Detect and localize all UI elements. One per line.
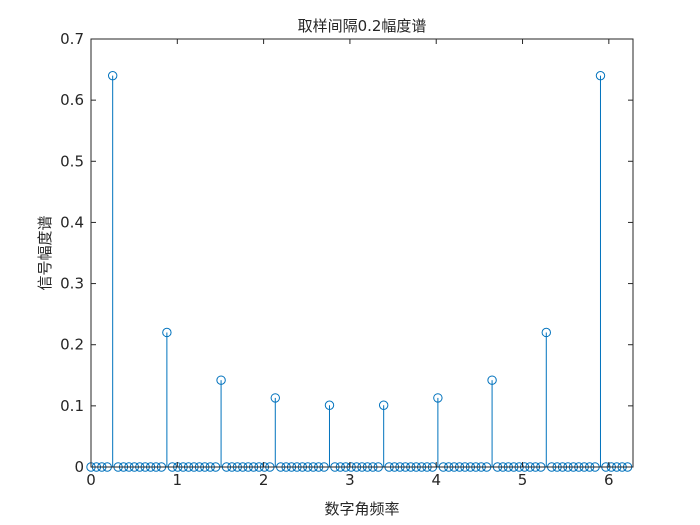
y-tick-label: 0.5 (60, 152, 84, 170)
stem-marker (270, 393, 280, 403)
x-axis-label: 数字角频率 (324, 500, 399, 518)
stem-marker (541, 327, 551, 338)
stem-marker (107, 70, 118, 81)
y-tick-label: 0.3 (60, 275, 84, 293)
axes-box (90, 38, 634, 468)
x-tick-label: 4 (431, 471, 441, 489)
x-tick-label: 5 (518, 471, 528, 489)
stem-marker (216, 375, 226, 385)
stem-marker (324, 400, 335, 410)
y-tick-label: 0.7 (60, 30, 84, 48)
y-axis-label: 信号幅度谱 (36, 215, 54, 290)
x-axis-ticks: 0 1 2 3 4 5 6 (86, 39, 614, 489)
x-tick-label: 2 (259, 471, 269, 489)
x-tick-label: 3 (345, 471, 355, 489)
stem-marker (595, 70, 606, 81)
stem-marker (162, 327, 172, 338)
y-tick-label: 0.6 (60, 91, 84, 109)
x-tick-label: 6 (604, 471, 614, 489)
stem-marker (433, 393, 443, 403)
x-tick-label: 0 (86, 471, 96, 489)
plot-area (91, 39, 633, 467)
x-tick-label: 1 (173, 471, 183, 489)
stem-marker (378, 400, 389, 410)
y-tick-label: 0.1 (60, 397, 84, 415)
stem-marker (487, 375, 497, 385)
y-axis-ticks: 0 0.1 0.2 0.3 0.4 0.5 0.6 0.7 (60, 30, 633, 476)
y-tick-label: 0.4 (60, 213, 84, 231)
chart-title: 取样间隔0.2幅度谱 (298, 17, 427, 35)
y-tick-label: 0 (74, 458, 84, 476)
y-tick-label: 0.2 (60, 336, 84, 354)
stem-series (112, 75, 601, 467)
